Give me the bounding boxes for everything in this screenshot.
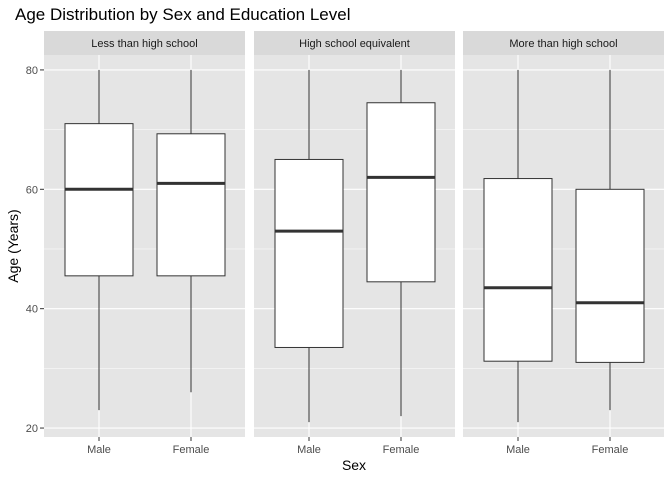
box-iqr bbox=[483, 178, 553, 362]
facet-strip bbox=[44, 31, 245, 55]
facet-strip-label: High school equivalent bbox=[299, 38, 410, 50]
box-iqr bbox=[64, 123, 134, 277]
x-tick-label: Female bbox=[592, 444, 629, 456]
facet-strip-label: More than high school bbox=[509, 38, 617, 50]
box-iqr bbox=[156, 133, 226, 277]
boxplot-male bbox=[483, 69, 553, 423]
facet-strip bbox=[463, 31, 664, 55]
y-tick-label: 40 bbox=[26, 304, 38, 316]
facet-panel: More than high school Male Female bbox=[463, 31, 664, 456]
boxplot-female bbox=[156, 69, 226, 393]
y-axis-title: Age (Years) bbox=[5, 209, 21, 282]
y-axis: 20 40 60 80 bbox=[26, 65, 44, 435]
y-tick-label: 80 bbox=[26, 65, 38, 77]
boxplot-male bbox=[274, 69, 344, 423]
facet-panel: Less than high school Male Female bbox=[44, 31, 245, 456]
x-axis-title: Sex bbox=[342, 457, 366, 473]
box-iqr bbox=[575, 188, 645, 363]
box-iqr bbox=[366, 102, 436, 283]
box-iqr bbox=[274, 158, 344, 348]
x-tick-label: Female bbox=[383, 444, 420, 456]
chart-title: Age Distribution by Sex and Education Le… bbox=[15, 5, 350, 24]
boxplot-female bbox=[575, 69, 645, 411]
boxplot-female bbox=[366, 69, 436, 417]
facet-panel: High school equivalent Male Female bbox=[254, 31, 455, 456]
x-tick-label: Female bbox=[173, 444, 210, 456]
x-tick-label: Male bbox=[506, 444, 530, 456]
x-tick-label: Male bbox=[87, 444, 111, 456]
facet-strip bbox=[254, 31, 455, 55]
boxplot-male bbox=[64, 69, 134, 411]
y-tick-label: 60 bbox=[26, 184, 38, 196]
facet-strip-label: Less than high school bbox=[91, 38, 197, 50]
y-tick-label: 20 bbox=[26, 423, 38, 435]
x-tick-label: Male bbox=[297, 444, 321, 456]
